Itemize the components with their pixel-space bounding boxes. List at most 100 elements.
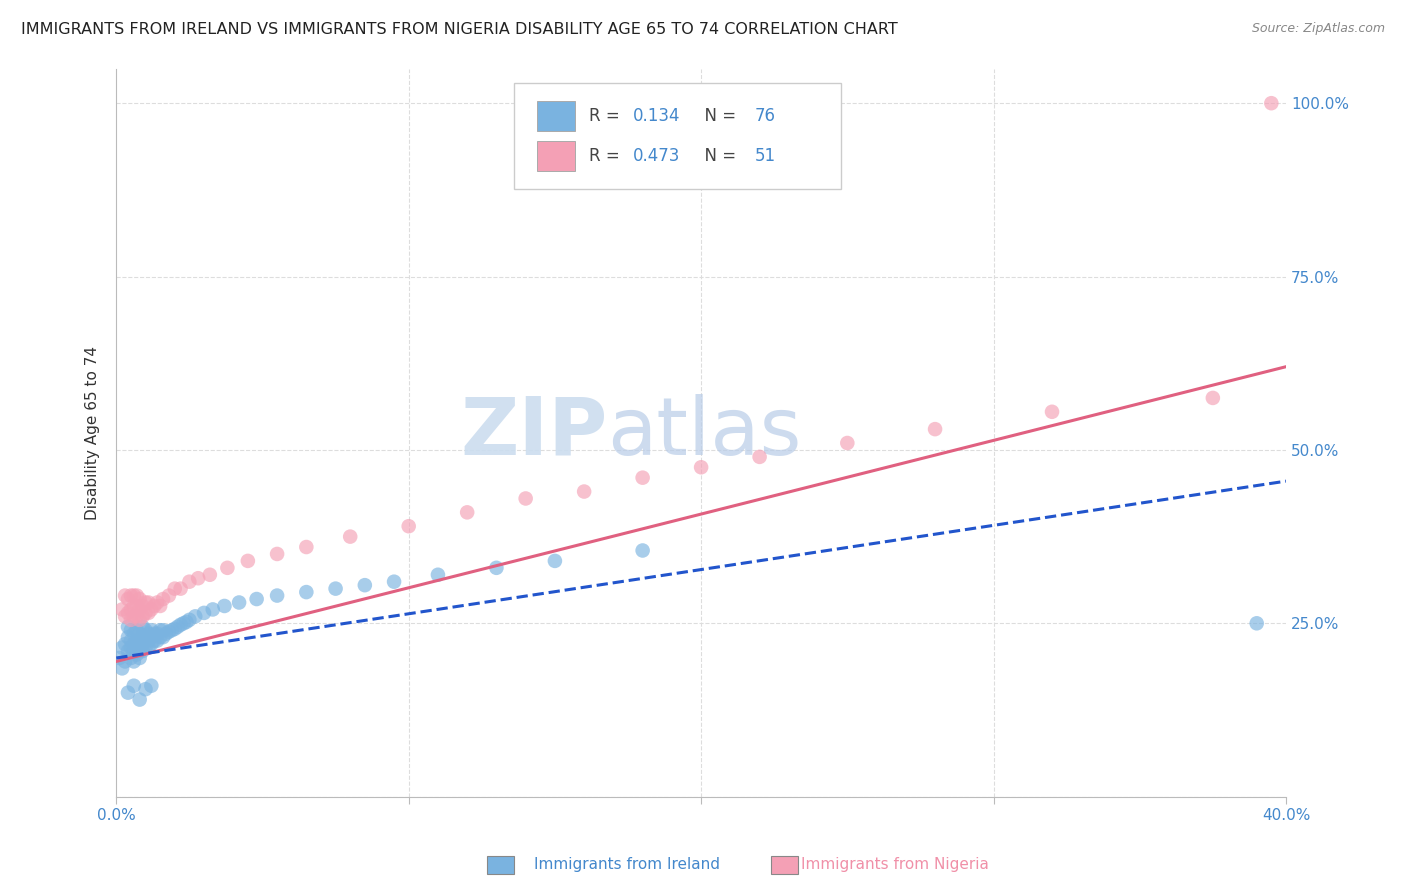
Text: N =: N = xyxy=(695,147,741,165)
Point xyxy=(117,620,139,634)
Point xyxy=(631,543,654,558)
Point xyxy=(122,609,145,624)
Text: Immigrants from Nigeria: Immigrants from Nigeria xyxy=(801,857,990,872)
Point xyxy=(141,679,163,693)
Point xyxy=(193,606,215,620)
FancyBboxPatch shape xyxy=(537,141,575,171)
Point xyxy=(131,644,153,658)
Point xyxy=(128,644,150,658)
Point xyxy=(117,606,139,620)
Point xyxy=(353,578,375,592)
Point xyxy=(125,648,148,662)
Point xyxy=(117,592,139,607)
Point xyxy=(111,640,134,655)
Point xyxy=(141,624,163,638)
Point xyxy=(214,599,236,613)
Point xyxy=(149,599,172,613)
Point xyxy=(1202,391,1225,405)
Point xyxy=(485,561,508,575)
Point xyxy=(125,624,148,638)
Point xyxy=(117,644,139,658)
Point xyxy=(131,599,153,613)
Point xyxy=(128,626,150,640)
Text: 76: 76 xyxy=(755,107,776,125)
Point xyxy=(120,651,142,665)
Point xyxy=(134,640,156,655)
Point xyxy=(217,561,239,575)
Point xyxy=(114,655,136,669)
Point xyxy=(141,602,163,616)
Point xyxy=(125,589,148,603)
Point xyxy=(128,633,150,648)
Point xyxy=(128,602,150,616)
Text: IMMIGRANTS FROM IRELAND VS IMMIGRANTS FROM NIGERIA DISABILITY AGE 65 TO 74 CORRE: IMMIGRANTS FROM IRELAND VS IMMIGRANTS FR… xyxy=(21,22,898,37)
Point xyxy=(236,554,259,568)
Point xyxy=(138,626,160,640)
Point xyxy=(1246,616,1268,631)
Text: N =: N = xyxy=(695,107,741,125)
Text: 0.134: 0.134 xyxy=(633,107,681,125)
Point xyxy=(120,624,142,638)
Point xyxy=(1040,405,1063,419)
Point xyxy=(134,624,156,638)
Point xyxy=(117,686,139,700)
Point xyxy=(266,547,288,561)
Point xyxy=(122,637,145,651)
Point xyxy=(134,633,156,648)
Point xyxy=(108,651,131,665)
Point xyxy=(122,599,145,613)
Point xyxy=(143,599,166,613)
Point xyxy=(138,640,160,655)
Point xyxy=(173,616,195,631)
Text: Source: ZipAtlas.com: Source: ZipAtlas.com xyxy=(1251,22,1385,36)
Point xyxy=(125,599,148,613)
Point xyxy=(198,567,221,582)
Point xyxy=(125,633,148,648)
Point xyxy=(187,571,209,585)
Point xyxy=(295,585,318,599)
Point xyxy=(141,637,163,651)
Point xyxy=(134,606,156,620)
Point xyxy=(120,602,142,616)
Point xyxy=(152,592,174,607)
Point xyxy=(114,589,136,603)
Point xyxy=(131,630,153,644)
Point xyxy=(143,633,166,648)
Point xyxy=(152,630,174,644)
Point xyxy=(122,655,145,669)
Point xyxy=(134,682,156,697)
Point xyxy=(152,624,174,638)
Point xyxy=(157,589,180,603)
Point xyxy=(138,595,160,609)
Point xyxy=(426,567,449,582)
Point xyxy=(131,637,153,651)
Point xyxy=(201,602,224,616)
Point xyxy=(179,613,201,627)
Point xyxy=(114,637,136,651)
Point xyxy=(114,609,136,624)
Text: 0.473: 0.473 xyxy=(633,147,681,165)
Point xyxy=(120,613,142,627)
Point xyxy=(456,505,478,519)
Point xyxy=(166,620,188,634)
Point xyxy=(138,606,160,620)
Point xyxy=(325,582,347,596)
Text: R =: R = xyxy=(589,107,624,125)
Point xyxy=(149,630,172,644)
Point xyxy=(246,592,269,607)
Point xyxy=(572,484,595,499)
Point xyxy=(120,589,142,603)
Text: Immigrants from Ireland: Immigrants from Ireland xyxy=(534,857,720,872)
Point xyxy=(544,554,567,568)
Point xyxy=(117,630,139,644)
Point xyxy=(169,617,191,632)
Point xyxy=(295,540,318,554)
Y-axis label: Disability Age 65 to 74: Disability Age 65 to 74 xyxy=(86,345,100,520)
FancyBboxPatch shape xyxy=(770,856,799,874)
Point xyxy=(146,626,169,640)
Point xyxy=(837,436,859,450)
Point xyxy=(125,640,148,655)
Point xyxy=(631,471,654,485)
FancyBboxPatch shape xyxy=(486,856,515,874)
Point xyxy=(515,491,537,506)
